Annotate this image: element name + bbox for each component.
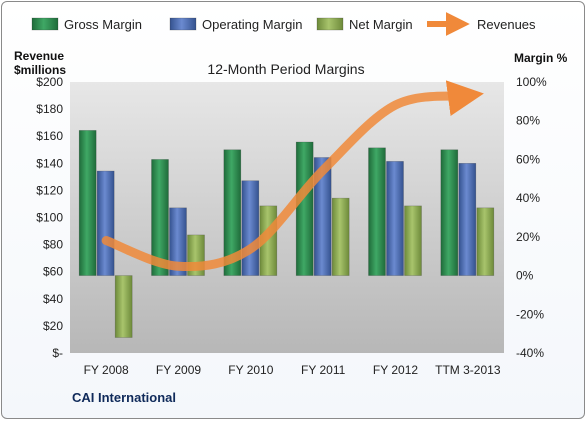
y-right-tick-label: 40%: [516, 191, 540, 205]
bar-operating-margin: [96, 170, 115, 276]
bar-gross-margin: [151, 159, 169, 276]
bar-operating-margin: [169, 207, 187, 276]
y-right-ticks: 100% 80% 60% 40% 20% 0% -20% -40%: [516, 75, 547, 360]
y-left-label-line2: $millions: [14, 63, 66, 77]
legend-swatch: [316, 17, 344, 31]
y-left-tick-label: $-: [52, 346, 63, 360]
legend-swatch: [31, 17, 59, 31]
y-left-tick-label: $120: [36, 183, 63, 197]
y-left-tick-label: $40: [43, 292, 63, 306]
y-right-tick-label: 100%: [516, 75, 547, 89]
bar-gross-margin: [440, 149, 459, 276]
y-right-tick-label: 0%: [516, 269, 534, 283]
y-right-tick-label: -20%: [516, 307, 544, 321]
y-right-tick-label: 60%: [516, 152, 540, 166]
bar-operating-margin: [313, 157, 332, 276]
bar-net-margin: [404, 205, 422, 276]
legend-label: Net Margin: [349, 17, 413, 32]
bar-gross-margin: [368, 147, 386, 276]
y-left-label-line1: Revenue: [14, 49, 64, 63]
x-tick-label: FY 2012: [373, 363, 418, 377]
revenue-line-path: [101, 80, 484, 272]
bar-net-margin: [331, 197, 350, 276]
chart-title: 12-Month Period Margins: [207, 61, 364, 77]
x-tick-label: TTM 3-2013: [435, 363, 501, 377]
y-left-tick-label: $160: [36, 129, 63, 143]
x-tick-label: FY 2009: [156, 363, 201, 377]
legend-swatch: [169, 17, 197, 31]
bar-operating-margin: [386, 161, 404, 276]
legend-label: Revenues: [477, 17, 536, 32]
y-right-tick-label: -40%: [516, 346, 544, 360]
bar-operating-margin: [458, 163, 477, 276]
y-left-tick-label: $200: [36, 75, 63, 89]
x-tick-labels: FY 2008 FY 2009 FY 2010 FY 2011 FY 2012 TTM 3…: [84, 363, 501, 377]
bar-net-margin: [114, 275, 133, 338]
legend-label: Gross Margin: [64, 17, 142, 32]
bars: [78, 130, 495, 338]
bar-net-margin: [476, 207, 495, 276]
bar-gross-margin: [78, 130, 97, 276]
x-tick-label: FY 2011: [301, 363, 346, 377]
y-right-tick-label: 80%: [516, 114, 540, 128]
bar-gross-margin: [295, 141, 314, 276]
y-right-tick-label: 20%: [516, 230, 540, 244]
x-tick-label: FY 2008: [84, 363, 129, 377]
x-tick-label: FY 2010: [228, 363, 273, 377]
company-name: CAI International: [72, 390, 176, 405]
bar-gross-margin: [223, 149, 242, 276]
y-left-tick-label: $140: [36, 156, 63, 170]
revenue-line: [101, 80, 484, 272]
legend-label: Operating Margin: [202, 17, 302, 32]
y-left-tick-label: $100: [36, 211, 63, 225]
y-left-tick-label: $180: [36, 102, 63, 116]
bar-operating-margin: [241, 180, 260, 276]
y-left-tick-label: $80: [43, 238, 63, 252]
margins-chart: 12-Month Period Margins Revenue $million…: [14, 12, 568, 405]
y-left-tick-label: $20: [43, 319, 63, 333]
legend: Gross Margin Operating Margin Net Margin Re…: [31, 12, 536, 36]
y-left-tick-label: $60: [43, 265, 63, 279]
y-left-ticks: $200 $180 $160 $140 $120 $100 $80 $60 $40 $20 $-: [36, 75, 63, 360]
y-right-label: Margin %: [514, 51, 568, 65]
